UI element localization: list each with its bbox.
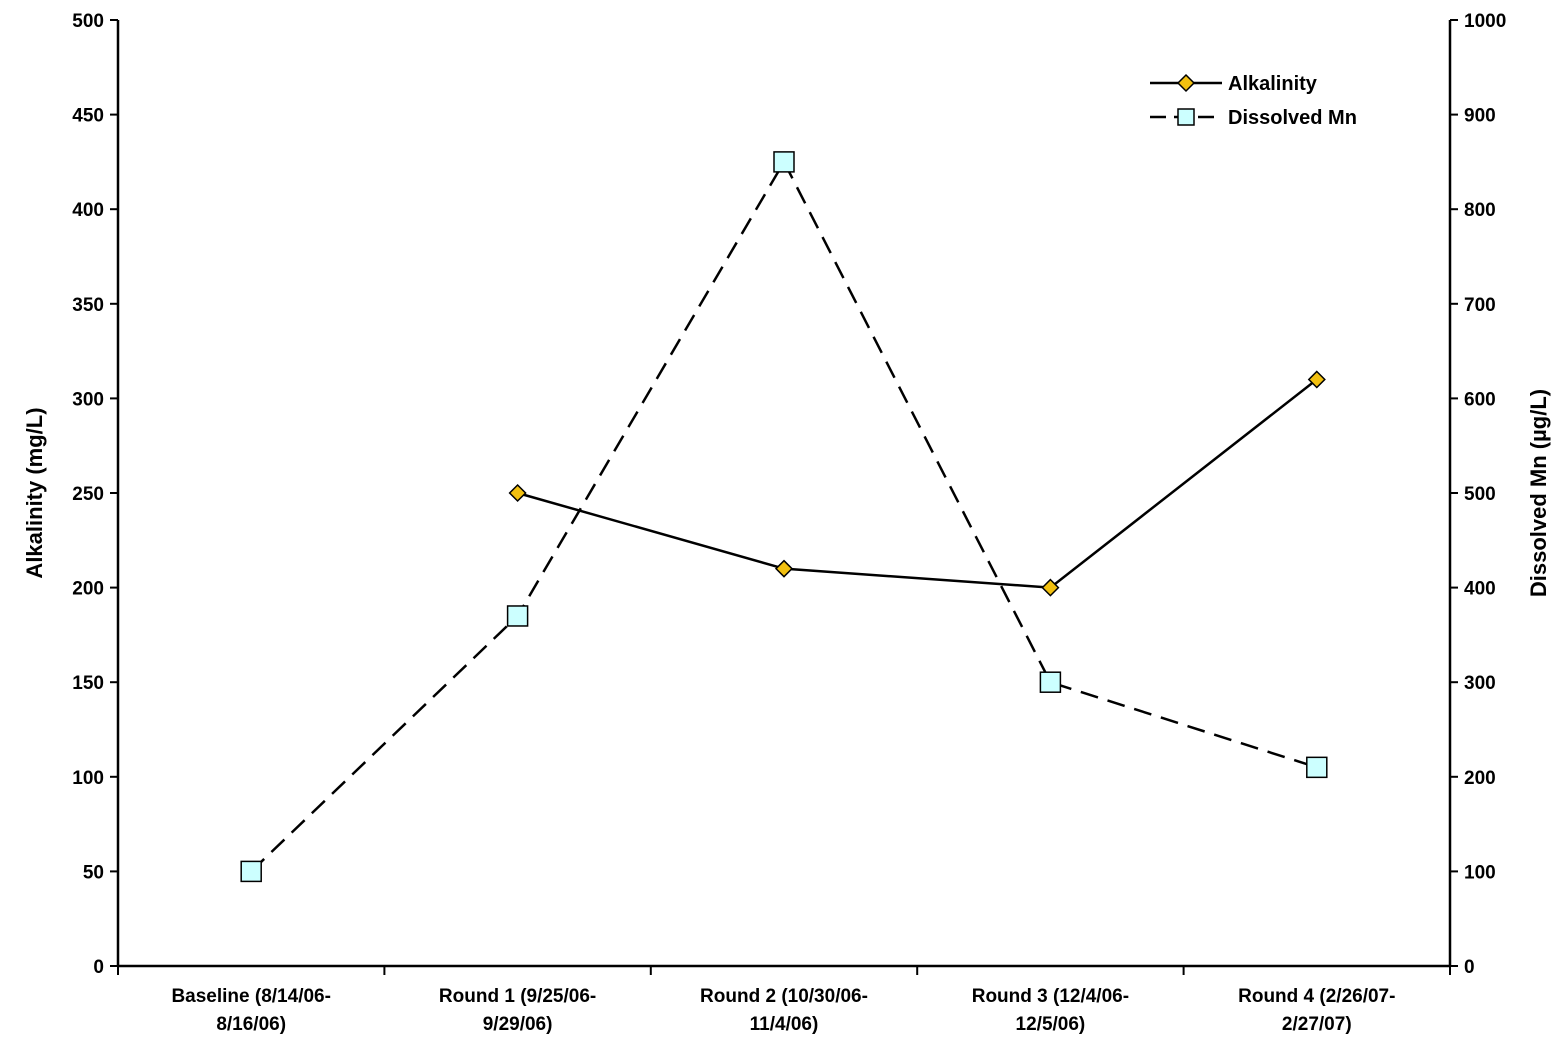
y-left-tick-label: 200 [72,579,104,600]
y-right-tick-label: 500 [1464,484,1496,505]
legend-mn-marker [1177,108,1195,126]
y-left-tick-label: 250 [72,484,104,505]
y-left-tick-label: 0 [93,957,104,978]
y-right-tick-label: 700 [1464,295,1496,316]
dissolved-mn-point [506,605,529,627]
y-left-tick-label: 450 [72,106,104,127]
alkalinity-point [1041,578,1060,597]
y-right-tick-label: 900 [1464,106,1496,127]
y-left-tick-label: 350 [72,295,104,316]
dissolved-mn-point [240,860,262,883]
x-tick-label-line: 8/16/06) [216,1014,286,1035]
y-left-tick-label: 50 [83,862,104,883]
legend-mn-label: Dissolved Mn [1228,107,1357,129]
x-tick-label-line: Round 1 (9/25/06- [439,986,596,1007]
legend-alkalinity-marker [1176,73,1196,93]
y-right-tick-label: 200 [1464,768,1496,789]
y-right-tick-label: 600 [1464,389,1496,410]
legend-alkalinity-label: Alkalinity [1228,73,1318,95]
y-axis-left-title: Alkalinity (mg/L) [22,407,47,578]
x-tick-label: Round 1 (9/25/06- 9/29/06) [439,986,596,1035]
y-right-tick-label: 800 [1464,200,1496,221]
alkalinity-point [1307,370,1326,389]
x-tick-label-line: Round 2 (10/30/06- [700,986,868,1007]
y-left-tick-label: 500 [72,11,104,32]
y-axis-right-title: Dissolved Mn (µg/L) [1526,389,1551,597]
x-tick-label-line: 2/27/07) [1282,1014,1352,1035]
y-left-tick-label: 150 [72,673,104,694]
dissolved-mn-point [1306,756,1328,779]
series-line-1 [250,159,1318,873]
alkalinity-point [774,559,794,578]
y-right-tick-label: 100 [1464,862,1496,883]
y-left-tick-label: 400 [72,200,104,221]
ticks: 0 50 100 150 200 250 300 350 400 450 500 0 100 200 300… [72,11,1506,1035]
x-tick-label-line: Round 4 (2/26/07- [1238,986,1395,1007]
x-tick-label-line: 12/5/06) [1016,1014,1086,1035]
series-line-0 [517,378,1318,589]
x-tick-label: Round 2 (10/30/06- 11/4/06) [700,986,868,1035]
series-lines [250,159,1318,873]
y-right-tick-label: 400 [1464,579,1496,600]
series-markers [240,151,1328,883]
y-right-tick-label: 300 [1464,673,1496,694]
x-tick-label-line: 9/29/06) [483,1014,553,1035]
x-tick-label: Round 4 (2/26/07- 2/27/07) [1238,986,1395,1035]
y-right-tick-label: 0 [1464,957,1475,978]
dissolved-mn-point [1039,671,1062,693]
alkalinity-point [508,483,527,503]
x-tick-label-line: 11/4/06) [750,1014,819,1035]
y-left-tick-label: 300 [72,389,104,410]
x-tick-label-line: Round 3 (12/4/06- [972,986,1129,1007]
y-left-tick-label: 100 [72,768,104,789]
x-tick-label: Round 3 (12/4/06- 12/5/06) [972,986,1129,1035]
x-tick-label-line: Baseline (8/14/06- [171,986,330,1007]
dissolved-mn-point [773,151,795,173]
legend: Alkalinity Dissolved Mn [1150,73,1357,129]
y-right-tick-label: 1000 [1464,11,1506,32]
x-tick-label: Baseline (8/14/06- 8/16/06) [171,986,330,1035]
